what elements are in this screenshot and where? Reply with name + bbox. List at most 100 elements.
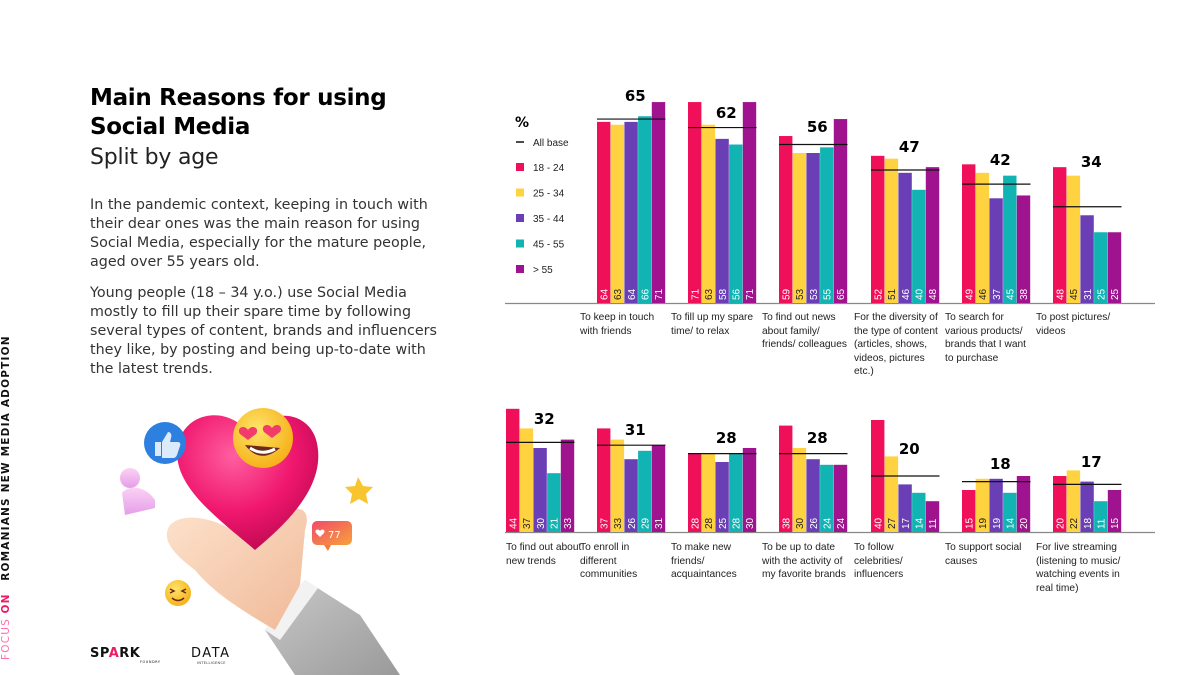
group-total-label: 17	[1081, 453, 1102, 471]
chart-legend: % All base 18 - 24 25 - 34 35 - 44 45 - 55 > 5…	[515, 115, 569, 276]
bar-value-label: 28	[731, 517, 742, 529]
bar	[506, 408, 520, 532]
bar-value-label: 17	[901, 517, 912, 529]
bar-value-label: 48	[928, 288, 939, 300]
bar-value-label: 26	[809, 517, 820, 529]
bar-value-label: 33	[613, 517, 624, 529]
legend-swatch	[516, 239, 524, 248]
bar	[833, 119, 848, 303]
bar-value-label: 71	[690, 288, 701, 300]
bar	[975, 478, 990, 532]
bar-value-label: 18	[1083, 517, 1094, 529]
logo-spark-text: SP	[90, 646, 109, 661]
group-total-label: 62	[716, 104, 737, 122]
bar-value-label: 45	[1069, 288, 1080, 300]
category-label: To support social causes	[945, 542, 1022, 567]
smiling-emoji-icon	[165, 580, 191, 606]
bar	[651, 102, 666, 303]
bar	[729, 144, 743, 303]
hand-heart-illustration: 77	[120, 408, 400, 675]
legend-series-label: > 55	[533, 265, 553, 276]
bar	[638, 450, 652, 532]
bar-value-label: 53	[809, 288, 820, 300]
bar	[688, 102, 702, 303]
group-total-label: 56	[807, 118, 828, 136]
data-intelligence-subtext: INTELLIGENCE	[197, 661, 226, 665]
bar-value-label: 19	[978, 517, 989, 529]
group-total-label: 34	[1081, 153, 1102, 171]
bar-value-label: 30	[745, 517, 756, 529]
legend-all-base-label: All base	[533, 138, 569, 149]
bar	[688, 453, 702, 532]
bar	[1003, 175, 1017, 303]
bar	[898, 484, 912, 532]
bar	[624, 121, 638, 303]
data-intelligence-logo: DATA	[191, 646, 231, 661]
bar-value-label: 38	[1019, 288, 1030, 300]
category-label: To find out about new trends	[506, 542, 582, 567]
bar-value-label: 45	[1005, 288, 1016, 300]
bar-value-label: 37	[599, 517, 610, 529]
bar	[792, 448, 807, 532]
bar-value-label: 33	[563, 517, 574, 529]
bar	[989, 198, 1003, 303]
bar-value-label: 24	[822, 517, 833, 529]
bar	[624, 459, 638, 532]
bar-group: 40 27 17 14 11 20	[871, 420, 940, 532]
intro-paragraph-1: In the pandemic context, keeping in touc…	[90, 197, 428, 270]
bar	[1066, 470, 1081, 532]
bar-value-label: 31	[1083, 288, 1094, 300]
bar-value-label: 21	[549, 517, 560, 529]
bar	[1016, 476, 1031, 532]
bar-value-label: 56	[731, 288, 742, 300]
bar-value-label: 15	[1110, 517, 1121, 529]
bar	[989, 478, 1003, 532]
bar-value-label: 11	[1096, 518, 1107, 529]
bar-value-label: 24	[836, 517, 847, 529]
legend-series-label: 18 - 24	[533, 163, 565, 174]
bar	[519, 428, 534, 532]
legend-swatch	[516, 188, 524, 197]
bar	[884, 158, 899, 303]
group-total-label: 42	[990, 151, 1011, 169]
bar-value-label: 59	[781, 288, 792, 300]
like-count-text: 77	[328, 530, 341, 541]
bar	[962, 490, 976, 532]
bar-value-label: 63	[613, 288, 624, 300]
bar	[925, 501, 940, 532]
bar-value-label: 64	[599, 288, 610, 300]
bar	[962, 164, 976, 303]
category-label: To keep in touch with friends	[580, 312, 655, 337]
intro-paragraph-2: Young people (18 – 34 y.o.) use Social M…	[90, 285, 437, 377]
bar	[597, 121, 611, 303]
bar	[898, 172, 912, 303]
page-title: Main Reasons for using Social Media	[90, 85, 387, 140]
like-count-badge: 77	[312, 521, 352, 551]
category-label: To enroll in different communities	[580, 542, 638, 580]
legend-series-label: 25 - 34	[533, 189, 565, 200]
bar-value-label: 25	[1110, 288, 1121, 300]
bar	[1107, 232, 1122, 303]
legend-series-label: 35 - 44	[533, 214, 565, 225]
legend-series-label: 45 - 55	[533, 240, 565, 251]
bar-value-label: 14	[914, 517, 925, 529]
bar-value-label: 28	[690, 517, 701, 529]
star-icon	[345, 477, 373, 504]
bar	[912, 189, 926, 303]
bar-value-label: 37	[992, 288, 1003, 300]
group-total-label: 18	[990, 455, 1011, 473]
legend-swatch	[516, 214, 524, 222]
bar	[912, 492, 926, 532]
legend-unit-label: %	[515, 115, 529, 131]
bar	[1053, 167, 1067, 303]
bar	[533, 448, 547, 532]
bar	[806, 459, 820, 532]
logo-spark-accent: A	[108, 646, 120, 661]
legend-swatch	[516, 163, 524, 171]
thumbs-up-icon	[144, 422, 186, 464]
